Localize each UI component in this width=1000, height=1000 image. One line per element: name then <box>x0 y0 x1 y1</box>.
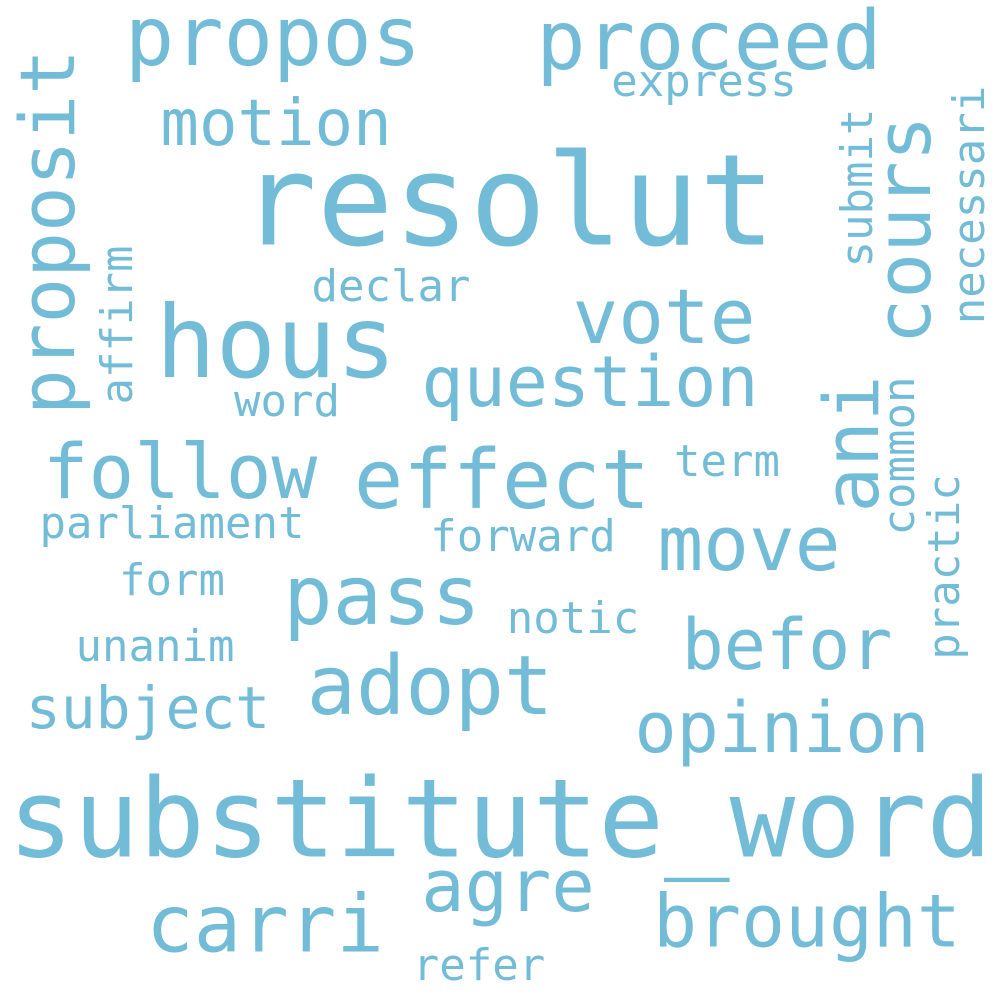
word-unanim: unanim <box>75 621 235 672</box>
word-opinion: opinion <box>634 687 930 769</box>
word-substitute-word: substitute_word <box>7 755 993 883</box>
word-question: question <box>421 341 759 423</box>
word-declar: declar <box>311 261 471 312</box>
word-adopt: adopt <box>306 639 554 734</box>
word-proceed: proceed <box>536 0 882 89</box>
word-term: term <box>674 436 780 487</box>
word-carri: carri <box>146 878 384 971</box>
word-notic: notic <box>506 593 640 644</box>
word-brought: brought <box>653 879 961 965</box>
word-necessari: necessari <box>944 85 995 325</box>
word-common: common <box>874 376 925 536</box>
word-parliament: parliament <box>39 498 305 549</box>
word-submit: submit <box>832 108 883 268</box>
word-agre: agre <box>421 844 595 928</box>
word-practic: practic <box>919 474 970 660</box>
word-express: express <box>611 56 797 107</box>
word-motion: motion <box>160 87 392 161</box>
word-befor: befor <box>681 604 893 686</box>
word-effect: effect <box>353 433 651 528</box>
word-move: move <box>657 499 841 588</box>
word-refer: refer <box>412 940 546 991</box>
word-proposit: proposit <box>3 48 92 416</box>
word-forward: forward <box>430 511 616 562</box>
word-form: form <box>119 555 225 606</box>
word-follow: follow <box>42 427 318 516</box>
word-propos: propos <box>124 0 422 85</box>
word-pass: pass <box>283 549 481 644</box>
word-hous: hous <box>155 284 397 401</box>
word-affirm: affirm <box>92 245 143 405</box>
word-subject: subject <box>25 674 271 742</box>
word-resolut: resolut <box>240 126 776 275</box>
word-word: word <box>234 376 340 427</box>
word-vote: vote <box>572 272 756 361</box>
